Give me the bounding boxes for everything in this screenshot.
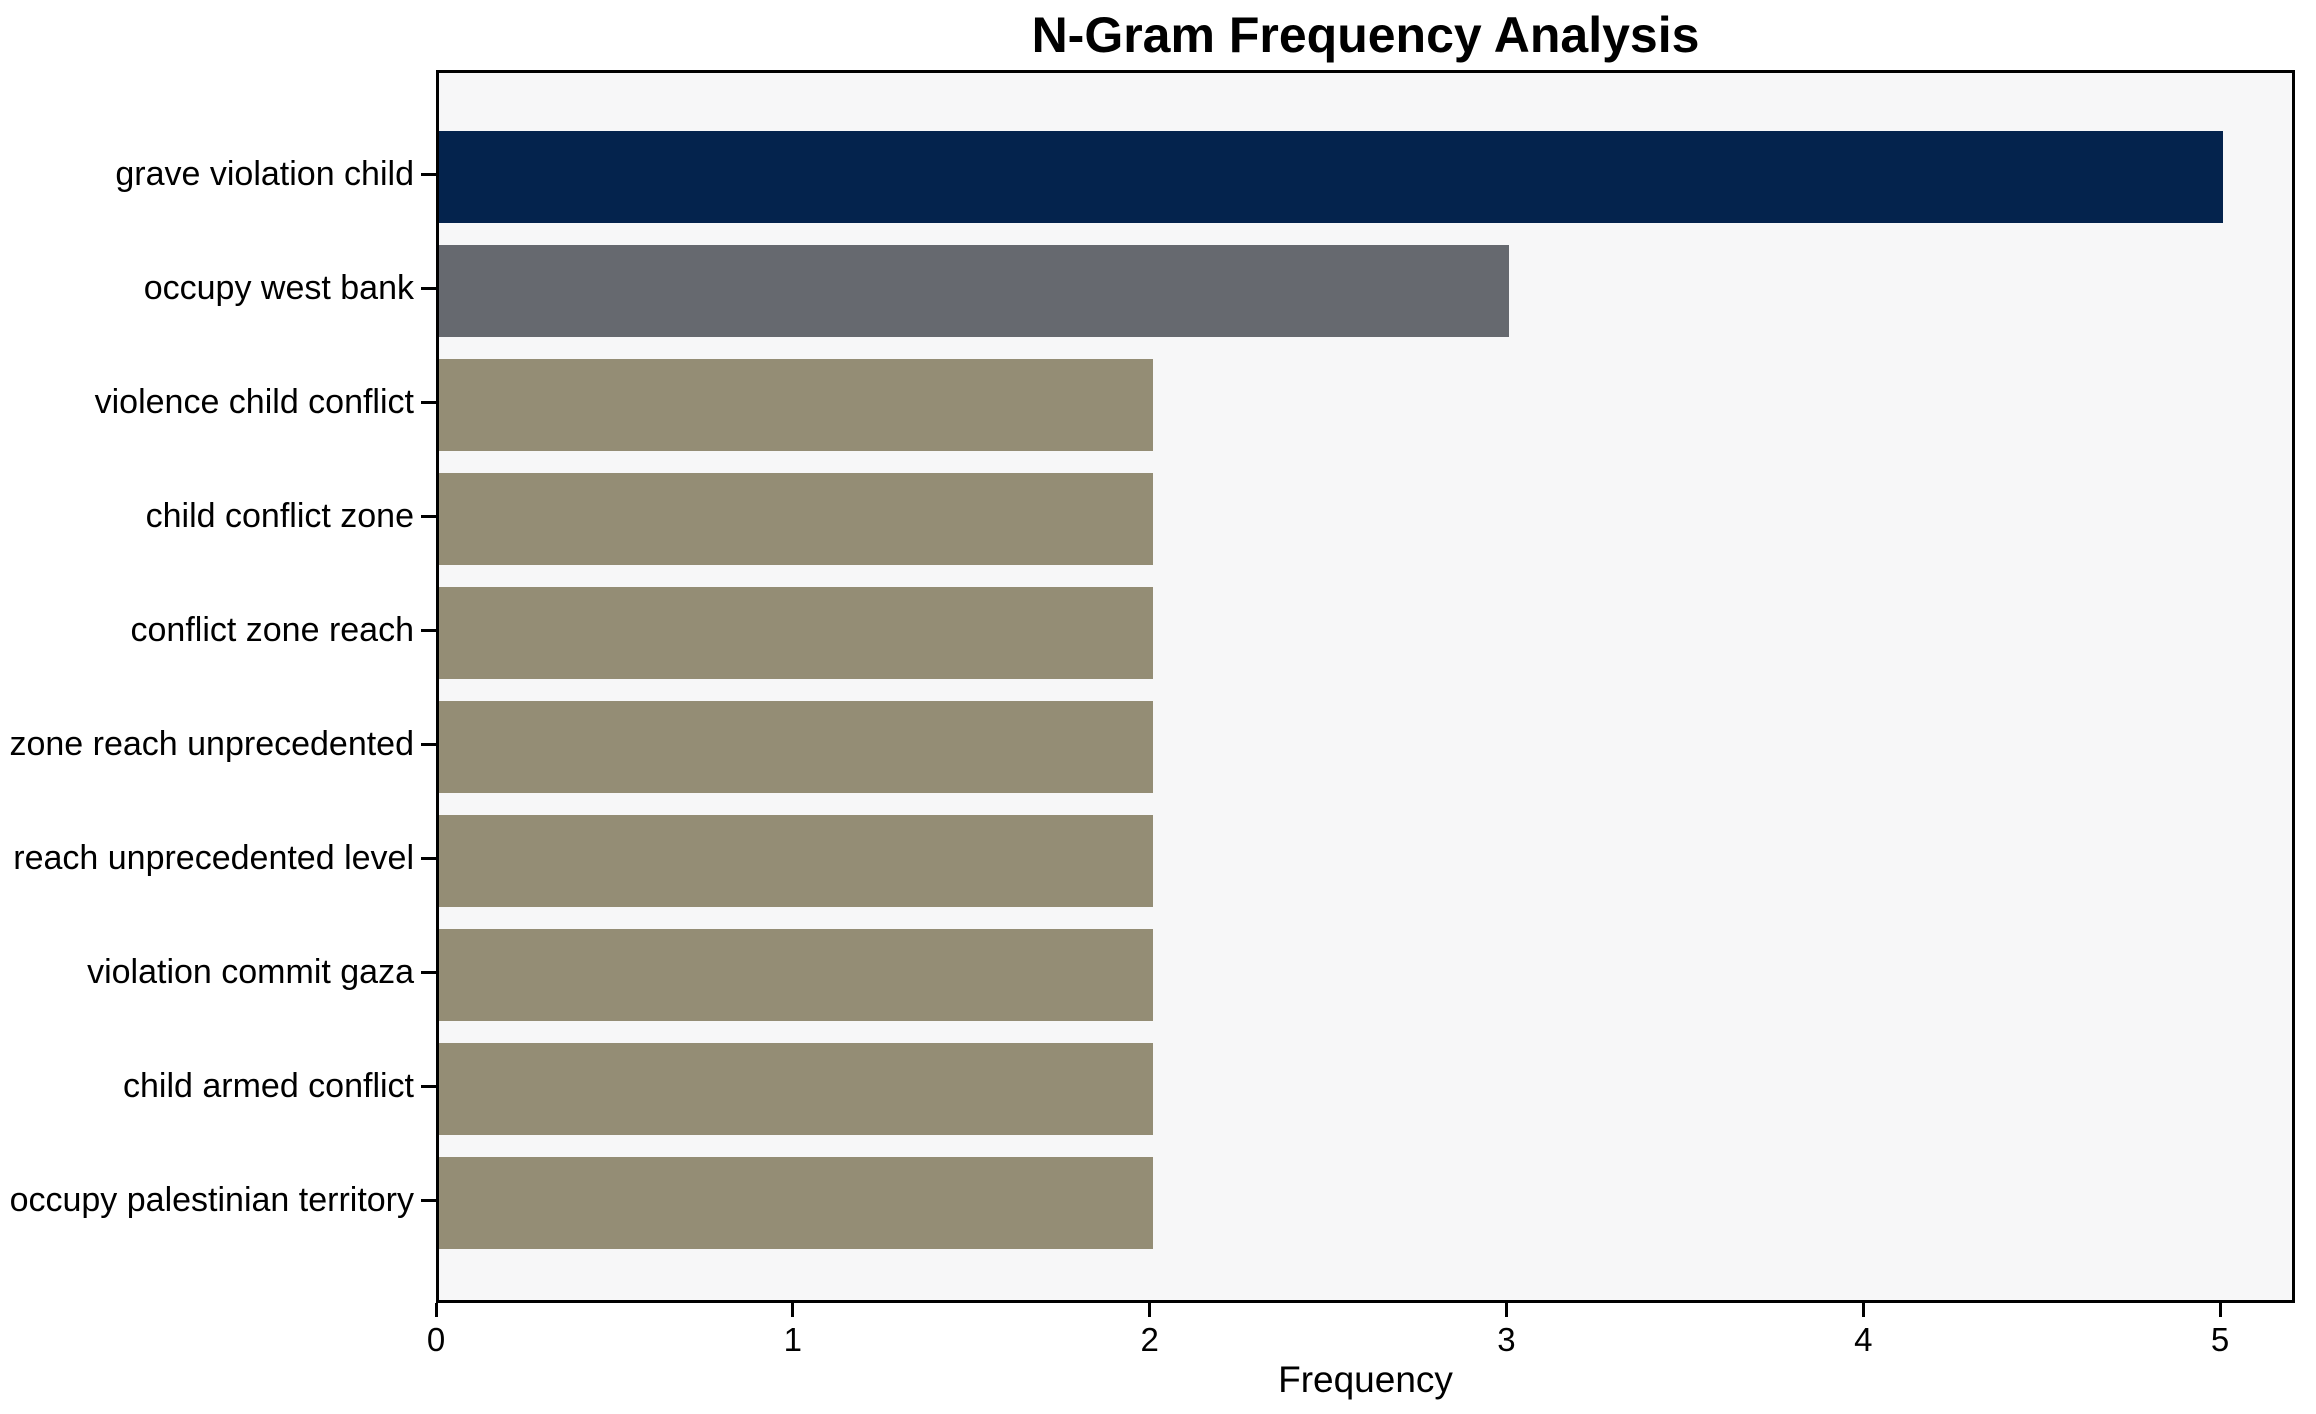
x-tick-mark bbox=[791, 1303, 795, 1317]
y-axis-label: violence child conflict bbox=[94, 383, 414, 421]
y-tick-mark bbox=[421, 287, 436, 290]
x-tick-mark bbox=[1148, 1303, 1152, 1317]
y-tick-mark bbox=[421, 401, 436, 404]
y-axis-label: grave violation child bbox=[115, 155, 414, 193]
y-axis-label: child conflict zone bbox=[145, 497, 414, 535]
bar bbox=[439, 359, 1153, 451]
x-tick-mark bbox=[1504, 1303, 1508, 1317]
plot-area bbox=[436, 70, 2295, 1303]
y-axis-label: child armed conflict bbox=[122, 1067, 414, 1105]
y-tick-mark bbox=[421, 971, 436, 974]
bar bbox=[439, 131, 2223, 223]
y-axis-label: violation commit gaza bbox=[87, 953, 414, 991]
x-tick-label: 3 bbox=[1497, 1321, 1516, 1358]
bar bbox=[439, 1157, 1153, 1249]
bar bbox=[439, 1043, 1153, 1135]
x-tick-mark bbox=[2218, 1303, 2222, 1317]
bar bbox=[439, 587, 1153, 679]
y-tick-mark bbox=[421, 515, 436, 518]
bar bbox=[439, 701, 1153, 793]
bar bbox=[439, 929, 1153, 1021]
x-tick-mark bbox=[1861, 1303, 1865, 1317]
y-axis-label: occupy west bank bbox=[143, 269, 414, 307]
x-tick-mark bbox=[434, 1303, 438, 1317]
x-tick-label: 1 bbox=[783, 1321, 802, 1358]
y-axis-label: zone reach unprecedented bbox=[9, 725, 414, 763]
chart-title: N-Gram Frequency Analysis bbox=[1031, 7, 1700, 63]
bar bbox=[439, 815, 1153, 907]
y-axis-label: reach unprecedented level bbox=[13, 839, 414, 877]
y-tick-mark bbox=[421, 743, 436, 746]
x-tick-label: 2 bbox=[1140, 1321, 1159, 1358]
bar bbox=[439, 473, 1153, 565]
y-tick-mark bbox=[421, 857, 436, 860]
x-tick-label: 5 bbox=[2210, 1321, 2230, 1358]
x-axis-title: Frequency bbox=[1278, 1359, 1453, 1400]
y-axis-label: occupy palestinian territory bbox=[9, 1181, 414, 1219]
y-axis-label: conflict zone reach bbox=[130, 611, 415, 649]
y-tick-mark bbox=[421, 173, 436, 176]
y-tick-mark bbox=[421, 1085, 436, 1088]
x-tick-label: 4 bbox=[1854, 1321, 1873, 1358]
y-tick-mark bbox=[421, 629, 436, 632]
x-tick-label: 0 bbox=[426, 1321, 446, 1358]
y-tick-mark bbox=[421, 1199, 436, 1202]
bar bbox=[439, 245, 1509, 337]
